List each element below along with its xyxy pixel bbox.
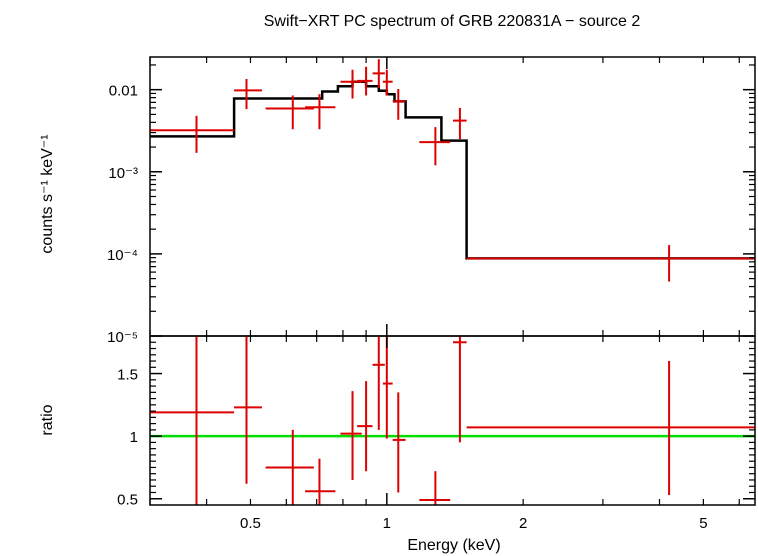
x-tick-label: 5 [699, 515, 707, 532]
x-tick-label: 0.5 [240, 515, 261, 532]
spectrum-point-0 [150, 115, 235, 153]
ratio-point-9 [419, 471, 451, 505]
chart-title: Swift−XRT PC spectrum of GRB 220831A − s… [264, 13, 641, 30]
model-step-line [150, 80, 755, 260]
ratio-point-11 [466, 361, 755, 495]
x-tick-label: 1 [383, 515, 391, 532]
spectrum-panel: 0.01 10⁻³ 10⁻⁴ 10⁻⁵ [107, 56, 756, 346]
ratio-axis-ticks: 0.5 1 2 5 0.5 1 1.5 [117, 336, 755, 532]
spectrum-point-1 [234, 78, 262, 110]
y-tick-label-spectrum: 10⁻³ [108, 165, 138, 182]
y-axis-label-spectrum: counts s⁻¹ keV⁻¹ [39, 134, 56, 253]
y-tick-label-spectrum: 0.01 [109, 83, 138, 100]
ratio-panel: 0.5 1 2 5 0.5 1 1.5 [117, 335, 756, 532]
ratio-point-6 [372, 336, 385, 430]
spectrum-point-3 [305, 94, 336, 130]
ratio-data-points [150, 336, 755, 505]
y-axis-label-ratio: ratio [39, 404, 56, 435]
spectrum-point-4 [340, 69, 362, 99]
y-tick-label-ratio: 1.5 [117, 367, 138, 384]
spectrum-point-8 [392, 88, 406, 120]
spectrum-point-11 [466, 245, 755, 282]
ratio-point-5 [357, 381, 373, 472]
y-tick-label-ratio: 1 [130, 429, 138, 446]
model-step [150, 80, 755, 260]
spectrum-point-10 [453, 107, 467, 140]
x-tick-label: 2 [519, 515, 527, 532]
spectrum-point-2 [265, 95, 314, 130]
spectrum-point-7 [382, 69, 393, 96]
spectrum-data-points [150, 59, 755, 282]
ratio-point-7 [382, 336, 393, 439]
ratio-point-3 [305, 458, 336, 505]
ratio-plot-frame [149, 335, 756, 506]
ratio-point-1 [234, 336, 262, 484]
ratio-point-0 [150, 336, 235, 505]
ratio-point-10 [453, 336, 467, 443]
ratio-point-2 [265, 429, 314, 505]
spectrum-point-5 [357, 66, 373, 96]
spectrum-point-6 [372, 59, 385, 88]
y-tick-label-ratio: 0.5 [117, 492, 138, 509]
y-tick-label-spectrum: 10⁻⁵ [107, 329, 138, 346]
ratio-point-4 [340, 391, 362, 480]
y-tick-label-spectrum: 10⁻⁴ [107, 247, 138, 264]
spectrum-axis-ticks: 0.01 10⁻³ 10⁻⁴ 10⁻⁵ [107, 57, 755, 346]
ratio-point-8 [392, 392, 406, 493]
x-axis-label: Energy (keV) [407, 537, 500, 554]
spectrum-point-9 [419, 127, 451, 166]
